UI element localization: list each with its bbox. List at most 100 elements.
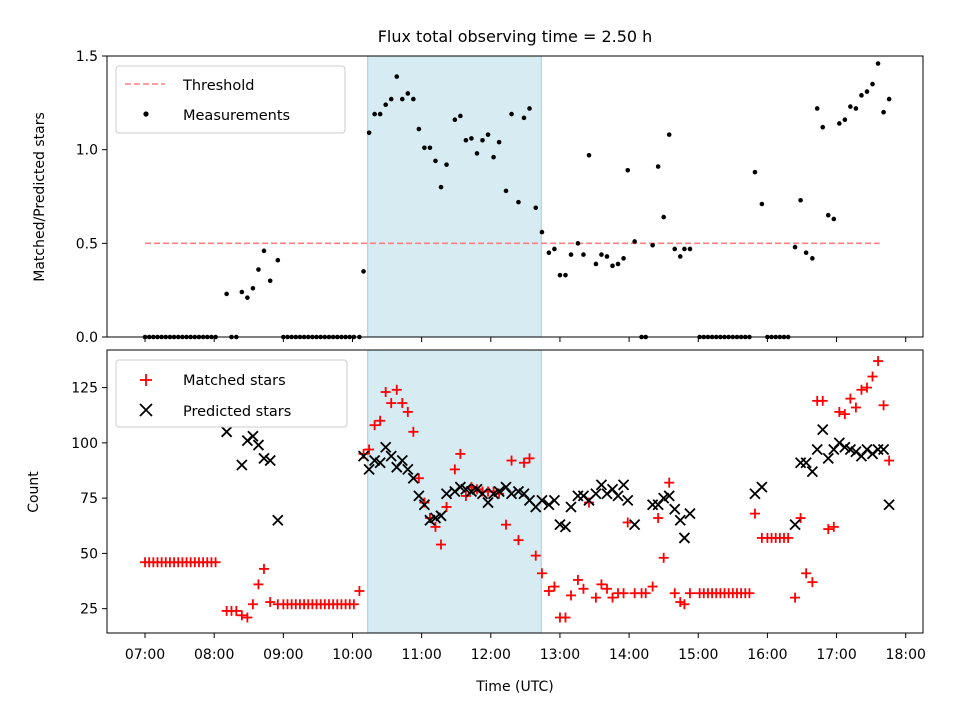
x-tick-label: 12:00 — [471, 647, 511, 663]
predicted-point — [684, 507, 696, 520]
matched-point — [236, 610, 247, 621]
measurement-point — [625, 167, 631, 173]
x-tick-label: 15:00 — [678, 647, 718, 663]
matched-point — [506, 455, 517, 466]
measurement-point — [563, 272, 568, 278]
measurement-point — [568, 252, 574, 257]
predicted-point — [247, 430, 259, 442]
predicted-point — [822, 452, 834, 464]
predicted-point — [617, 479, 630, 491]
matched-point — [380, 387, 391, 398]
matched-point — [560, 612, 571, 623]
measurement-point — [261, 248, 267, 254]
measurement-point — [575, 241, 581, 246]
bottom-legend-box — [115, 359, 348, 428]
predicted-point — [663, 490, 675, 502]
predicted-point — [536, 494, 548, 506]
matched-point — [664, 477, 675, 488]
predicted-point — [559, 521, 572, 533]
predicted-point — [482, 496, 494, 509]
matched-point — [455, 448, 466, 459]
measurement-point — [496, 139, 502, 145]
measurement-point — [405, 91, 411, 96]
y-tick-label: 25 — [80, 602, 98, 618]
matched-point — [823, 524, 834, 535]
measurement-point — [604, 254, 610, 259]
measurement-point — [621, 256, 626, 261]
measurement-point — [810, 256, 815, 261]
measurement-point — [463, 138, 469, 143]
matched-point — [684, 588, 695, 599]
matched-point — [596, 579, 607, 590]
measurement-point — [792, 244, 798, 250]
matched-point — [873, 356, 884, 367]
predicted-point — [385, 450, 397, 462]
measurement-point — [650, 242, 655, 248]
measurement-point — [655, 164, 661, 169]
measurement-point — [503, 188, 509, 194]
y-tick-label: 1.0 — [76, 143, 98, 159]
predicted-point — [236, 459, 248, 471]
matched-point — [364, 444, 375, 455]
y-tick-label: 50 — [80, 546, 98, 562]
measurement-point — [837, 121, 842, 126]
x-axis-label: Time (UTC) — [475, 679, 553, 695]
x-tick-label: 14:00 — [609, 647, 649, 663]
measurement-point — [491, 154, 496, 160]
measurement-point — [820, 124, 826, 130]
legend-threshold-label: Threshold — [182, 78, 254, 94]
y-tick-label: 1.5 — [76, 49, 98, 65]
matched-point — [354, 585, 365, 596]
matched-point — [530, 550, 541, 561]
measurement-point — [875, 61, 881, 66]
matched-point — [402, 406, 413, 417]
top-legend: Threshold Measurements — [115, 65, 346, 134]
predicted-point — [272, 514, 284, 526]
bottom-y-axis-label: Count — [26, 471, 42, 513]
matched-point — [607, 592, 618, 603]
matched-point — [867, 371, 878, 382]
legend-predicted-label: Predicted stars — [183, 404, 291, 420]
matched-point — [817, 395, 828, 406]
predicted-point — [440, 488, 453, 500]
matched-point — [253, 579, 264, 590]
matched-point — [801, 568, 812, 579]
predicted-point — [252, 439, 265, 451]
measurement-point — [687, 246, 693, 252]
measurements-legend-swatch — [143, 111, 149, 117]
measurement-point — [557, 272, 563, 278]
x-tick-label: 17:00 — [816, 647, 856, 663]
measurement-point — [842, 117, 848, 122]
measurement-point — [394, 74, 400, 79]
matched-point — [413, 473, 424, 484]
predicted-point — [669, 503, 681, 515]
predicted-point — [674, 514, 686, 526]
measurement-point — [798, 197, 803, 203]
matched-point — [501, 519, 512, 530]
measurement-point — [509, 111, 514, 117]
measurement-point — [870, 81, 875, 87]
predicted-point — [811, 443, 823, 456]
top-y-ticks: 0.0 0.5 1.0 1.5 — [76, 49, 107, 346]
measurement-point — [682, 246, 687, 252]
measurement-point — [886, 96, 892, 102]
predicted-point — [435, 510, 447, 522]
measurement-point — [666, 132, 672, 137]
predicted-point — [374, 457, 386, 469]
measurement-point — [361, 269, 366, 274]
bottom-panel: 25 50 75 100 125 07:00 08:00 09:00 10:00 11:00 12… — [26, 349, 926, 695]
measurement-point — [803, 250, 809, 255]
y-tick-label: 125 — [71, 381, 98, 397]
measurement-point — [383, 102, 388, 108]
predicted-point — [505, 488, 518, 500]
measurement-point — [615, 261, 621, 267]
matched-point — [783, 532, 794, 543]
measurement-point — [372, 111, 377, 117]
predicted-point — [806, 465, 818, 478]
matched-point — [265, 597, 276, 608]
y-tick-label: 75 — [80, 491, 98, 507]
matched-point — [391, 384, 402, 395]
x-tick-label: 07:00 — [125, 647, 165, 663]
measurement-point — [539, 229, 545, 235]
measurement-point — [533, 205, 539, 211]
